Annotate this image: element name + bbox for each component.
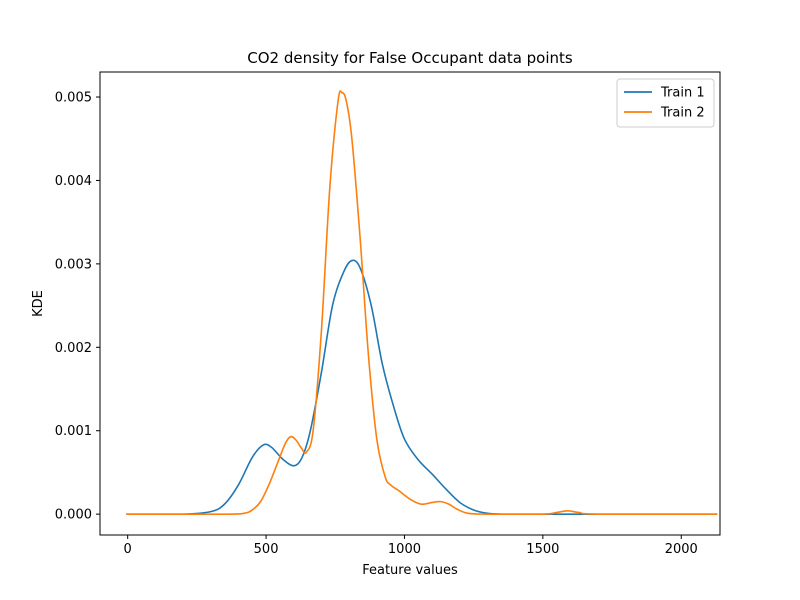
- series-line-2: [126, 90, 718, 515]
- legend: Train 1 Train 2: [616, 78, 715, 128]
- y-tick-label: 0.000: [55, 508, 92, 523]
- y-axis-label: KDE: [31, 290, 46, 317]
- y-tick-label: 0.002: [55, 341, 92, 356]
- legend-label: Train 1: [660, 86, 705, 101]
- y-axis: 0.000 0.001 0.002 0.003 0.004 0.005: [55, 91, 100, 523]
- y-tick-label: 0.001: [55, 424, 92, 439]
- x-tick-label: 2000: [665, 542, 698, 557]
- x-tick-label: 0: [124, 542, 132, 557]
- axes-frame: [99, 71, 721, 536]
- x-axis-label: Feature values: [362, 563, 458, 578]
- legend-box: [616, 78, 715, 128]
- x-axis: 0 500 1000 1500 2000: [124, 535, 698, 557]
- x-tick-label: 1500: [526, 542, 559, 557]
- y-tick-label: 0.004: [55, 174, 92, 189]
- y-tick-label: 0.005: [55, 91, 92, 106]
- y-tick-label: 0.003: [55, 257, 92, 272]
- chart-title: CO2 density for False Occupant data poin…: [247, 49, 573, 67]
- legend-label: Train 2: [660, 106, 705, 121]
- series-line-1: [126, 259, 718, 515]
- x-tick-label: 1000: [388, 542, 421, 557]
- x-tick-label: 500: [254, 542, 279, 557]
- plot-area: [126, 90, 718, 515]
